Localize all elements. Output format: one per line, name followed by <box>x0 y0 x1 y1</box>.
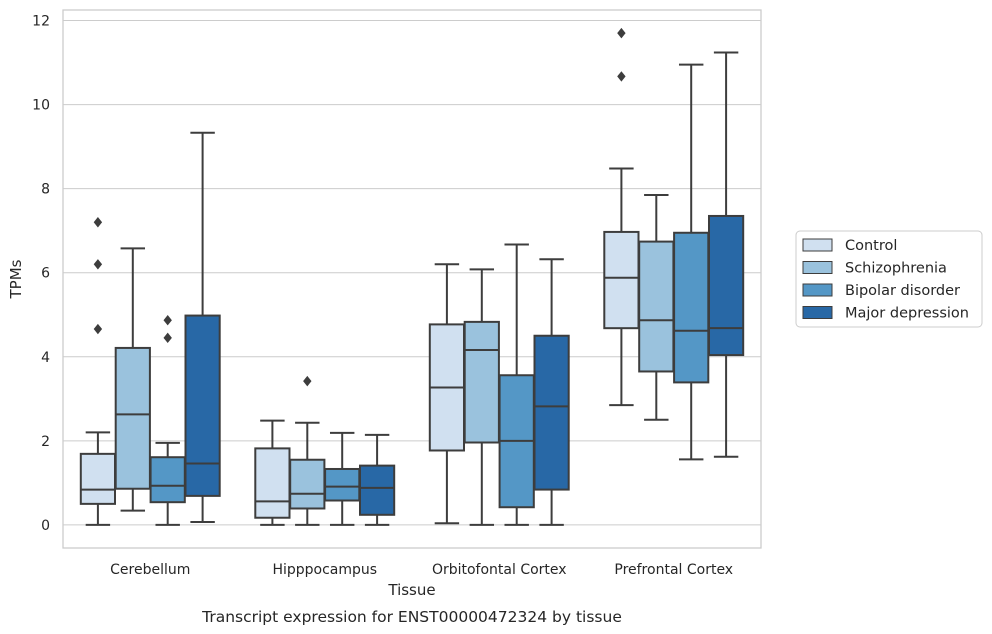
box-control <box>428 263 466 525</box>
box-iqr <box>114 346 151 490</box>
legend-label: Control <box>845 238 897 254</box>
box-major-depression <box>358 433 396 526</box>
y-tick-label: 10 <box>32 98 50 114</box>
y-axis-label: TPMs <box>7 259 25 299</box>
box-iqr <box>463 320 500 444</box>
legend-label: Major depression <box>845 306 969 322</box>
x-axis-ticks: Cerebellum Hipppocampus Orbitofontal Corte… <box>110 562 733 578</box>
x-tick-label: Cerebellum <box>110 562 190 578</box>
legend-swatch <box>802 238 833 252</box>
box-control <box>603 27 640 407</box>
box-major-depression <box>533 258 570 526</box>
box-schizophrenia <box>638 193 675 421</box>
box-major-depression <box>707 51 745 458</box>
box-control <box>254 419 291 526</box>
outlier-point <box>93 217 103 228</box>
y-gridlines <box>63 20 761 526</box>
plot-frame <box>62 9 762 549</box>
outlier-point <box>163 332 172 344</box>
outlier-point <box>93 259 103 270</box>
outlier-point <box>617 71 626 82</box>
box-iqr <box>79 452 117 505</box>
outlier-point <box>617 27 626 39</box>
box-bipolar-disorder <box>673 63 710 461</box>
box-schizophrenia <box>463 268 500 526</box>
outlier-point <box>303 375 312 387</box>
y-tick-label: 8 <box>41 182 50 198</box>
box-iqr <box>603 230 640 330</box>
chart-caption: Transcript expression for ENST0000047232… <box>201 608 622 626</box>
box-iqr <box>184 314 221 497</box>
box-iqr <box>254 447 291 519</box>
box-iqr <box>707 214 745 357</box>
y-tick-label: 6 <box>41 266 50 282</box>
box-bipolar-disorder <box>498 243 535 526</box>
y-tick-label: 4 <box>41 350 50 366</box>
box-iqr <box>149 456 186 504</box>
outlier-point <box>93 323 103 335</box>
y-axis-ticks: 0 2 4 6 8 10 12 <box>32 14 50 534</box>
legend-swatch <box>802 261 833 274</box>
legend-label: Bipolar disorder <box>845 283 960 299</box>
box-iqr <box>673 231 710 384</box>
box-bipolar-disorder <box>324 431 361 526</box>
y-tick-label: 0 <box>41 518 50 534</box>
box-iqr <box>358 464 396 516</box>
legend-swatch <box>802 306 833 319</box>
box-bipolar-disorder <box>149 314 186 526</box>
box-plot-area <box>79 27 745 526</box>
x-tick-label: Prefrontal Cortex <box>614 562 733 578</box>
y-tick-label: 12 <box>32 14 50 30</box>
box-schizophrenia <box>114 247 151 512</box>
box-iqr <box>324 467 361 502</box>
box-iqr <box>289 458 326 510</box>
x-axis-label: Tissue <box>387 581 435 599</box>
box-iqr <box>533 334 570 491</box>
y-tick-label: 2 <box>41 434 50 450</box>
box-control <box>79 217 117 526</box>
box-schizophrenia <box>289 375 326 526</box>
x-tick-label: Orbitofontal Cortex <box>432 562 567 578</box>
legend-label: Schizophrenia <box>845 261 947 277</box>
x-tick-label: Hipppocampus <box>272 562 377 578</box>
box-iqr <box>638 240 675 373</box>
legend-frame <box>795 230 983 328</box>
box-major-depression <box>184 131 221 523</box>
outlier-point <box>163 314 172 326</box>
legend-swatch <box>802 283 833 297</box>
legend: Control Schizophrenia Bipolar disorder Majo… <box>795 230 983 328</box>
